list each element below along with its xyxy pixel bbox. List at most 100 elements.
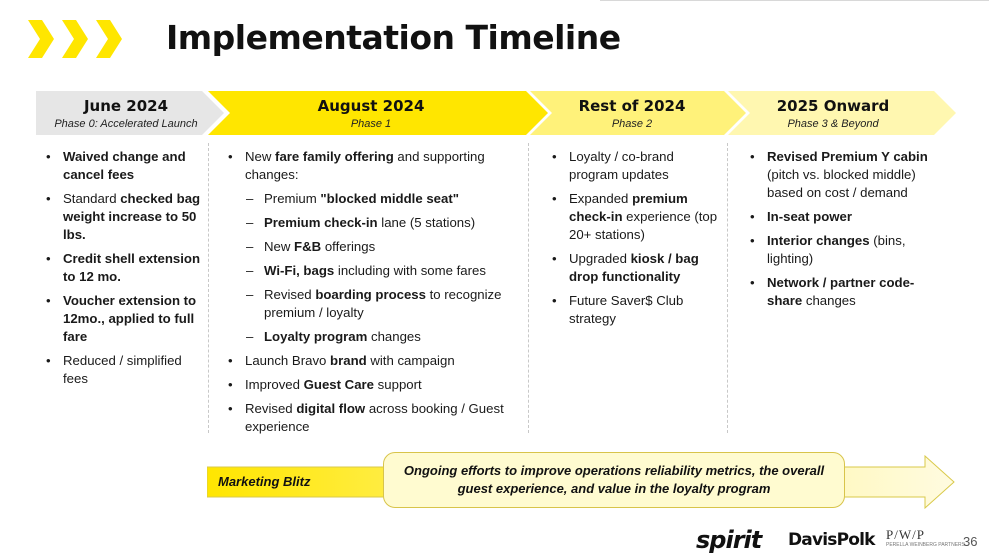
- column-phase-2: Loyalty / co-brand program updates Expand…: [550, 148, 722, 334]
- bullet-list: Waived change and cancel fees Standard ch…: [44, 148, 204, 388]
- text: Revised: [264, 287, 316, 302]
- phase-name: June 2024: [83, 97, 169, 115]
- bold-text: Revised Premium Y cabin: [767, 149, 928, 164]
- header-rule: [600, 0, 989, 1]
- bullet-list: New fare family offering and supporting …: [226, 148, 518, 436]
- marketing-blitz-label: Marketing Blitz: [218, 474, 311, 489]
- text: Upgraded: [569, 251, 631, 266]
- bold-text: fare family offering: [275, 149, 394, 164]
- bullet-item: In-seat power: [748, 208, 936, 226]
- bullet-item: Revised Premium Y cabin (pitch vs. block…: [748, 148, 936, 202]
- phase-2025-onward: 2025 Onward Phase 3 & Beyond: [740, 91, 926, 135]
- text: Loyalty / co-brand program updates: [569, 149, 674, 182]
- bullet-item: Launch Bravo brand with campaign: [226, 352, 518, 370]
- sub-bullet-item: Loyalty program changes: [226, 328, 518, 346]
- phase-band: [36, 91, 956, 135]
- sub-bullet-item: Revised boarding process to recognize pr…: [226, 286, 518, 322]
- text: Standard: [63, 191, 121, 206]
- text: Expanded: [569, 191, 633, 206]
- chevron-logo-icon: [28, 20, 122, 58]
- bullet-item: Improved Guest Care support: [226, 376, 518, 394]
- text: support: [374, 377, 422, 392]
- text: and supporting changes:: [245, 149, 485, 182]
- pwp-logo: P/W/P: [886, 527, 925, 542]
- phase-shape-1: [208, 91, 548, 135]
- text: experience (top 20+ stations): [569, 209, 718, 242]
- bold-text: kiosk / bag drop functionality: [569, 251, 699, 284]
- bullet-item: Credit shell extension to 12 mo.: [44, 250, 204, 286]
- bold-text: Premium check-in: [264, 215, 378, 230]
- bold-text: Voucher extension to 12mo., applied to f…: [63, 293, 197, 344]
- phase-june-2024: June 2024 Phase 0: Accelerated Launch: [36, 91, 216, 135]
- bullet-item: Upgraded kiosk / bag drop functionality: [550, 250, 722, 286]
- bold-text: Loyalty program: [264, 329, 368, 344]
- bold-text: "blocked middle seat": [320, 191, 459, 206]
- bullet-item: Reduced / simplified fees: [44, 352, 204, 388]
- sub-bullet-item: Premium "blocked middle seat": [226, 190, 518, 208]
- bold-text: Network / partner code-share: [767, 275, 915, 308]
- phase-rest-of-2024: Rest of 2024 Phase 2: [540, 91, 724, 135]
- text: (bins, lighting): [767, 233, 906, 266]
- phase-subtitle: Phase 1: [350, 118, 392, 130]
- bold-text: brand: [330, 353, 367, 368]
- text: including with some fares: [334, 263, 486, 278]
- phase-subtitle: Phase 3 & Beyond: [787, 118, 879, 130]
- bold-text: checked bag weight increase to 50 lbs.: [63, 191, 201, 242]
- column-divider: [528, 143, 529, 433]
- pwp-logo-subtitle: PERELLA WEINBERG PARTNERS: [886, 542, 966, 548]
- bold-text: Credit shell extension to 12 mo.: [63, 251, 201, 284]
- phase-subtitle: Phase 2: [611, 118, 653, 130]
- text: changes: [802, 293, 856, 308]
- column-phase-0: Waived change and cancel fees Standard ch…: [44, 148, 204, 394]
- bullet-item: Future Saver$ Club strategy: [550, 292, 722, 328]
- bold-text: F&B: [294, 239, 322, 254]
- bold-text: Waived change and cancel fees: [63, 149, 186, 182]
- ongoing-efforts-callout: Ongoing efforts to improve operations re…: [383, 452, 845, 508]
- text: across booking / Guest experience: [245, 401, 504, 434]
- davis-polk-logo: DavisPolk: [788, 530, 875, 550]
- column-divider: [727, 143, 728, 433]
- phase-subtitle: Phase 0: Accelerated Launch: [54, 118, 198, 130]
- bullet-item: Revised digital flow across booking / Gu…: [226, 400, 518, 436]
- text: Future Saver$ Club strategy: [569, 293, 684, 326]
- bullet-item: Expanded premium check-in experience (to…: [550, 190, 722, 244]
- bullet-item: Network / partner code-share changes: [748, 274, 936, 310]
- spirit-logo: spirit: [696, 526, 762, 554]
- bold-text: In-seat power: [767, 209, 853, 224]
- sub-bullet-item: Wi-Fi, bags including with some fares: [226, 262, 518, 280]
- bullet-item: Interior changes (bins, lighting): [748, 232, 936, 268]
- column-phase-3: Revised Premium Y cabin (pitch vs. block…: [748, 148, 936, 316]
- text: (pitch vs. blocked middle) based on cost…: [767, 167, 916, 200]
- bold-text: Guest Care: [303, 377, 375, 392]
- bold-text: Interior changes: [767, 233, 870, 248]
- text: offerings: [321, 239, 376, 254]
- bullet-list: Revised Premium Y cabin (pitch vs. block…: [748, 148, 936, 310]
- phase-name: Rest of 2024: [578, 97, 686, 115]
- text: Premium: [264, 191, 321, 206]
- text: New: [264, 239, 295, 254]
- bullet-item: Waived change and cancel fees: [44, 148, 204, 184]
- column-phase-1: New fare family offering and supporting …: [226, 148, 518, 442]
- text: Reduced / simplified fees: [63, 353, 182, 386]
- bullet-item: Loyalty / co-brand program updates: [550, 148, 722, 184]
- bullet-item: Standard checked bag weight increase to …: [44, 190, 204, 244]
- bullet-item: Voucher extension to 12mo., applied to f…: [44, 292, 204, 346]
- text: Improved: [245, 377, 304, 392]
- text: with campaign: [366, 353, 455, 368]
- column-divider: [208, 143, 209, 433]
- phase-shape-3: [728, 91, 956, 135]
- phase-august-2024: August 2024 Phase 1: [220, 91, 522, 135]
- text: changes: [367, 329, 421, 344]
- text: New: [245, 149, 276, 164]
- phase-shape-0: [36, 91, 224, 135]
- callout-text: Ongoing efforts to improve operations re…: [403, 463, 825, 496]
- phase-name: August 2024: [317, 97, 425, 115]
- page-title: Implementation Timeline: [166, 18, 621, 57]
- text: to recognize premium / loyalty: [264, 287, 502, 320]
- bold-text: boarding process: [315, 287, 426, 302]
- bullet-list: Loyalty / co-brand program updates Expand…: [550, 148, 722, 328]
- text: Revised: [245, 401, 297, 416]
- bold-text: premium check-in: [569, 191, 688, 224]
- text: Launch Bravo: [245, 353, 331, 368]
- bullet-item: New fare family offering and supporting …: [226, 148, 518, 184]
